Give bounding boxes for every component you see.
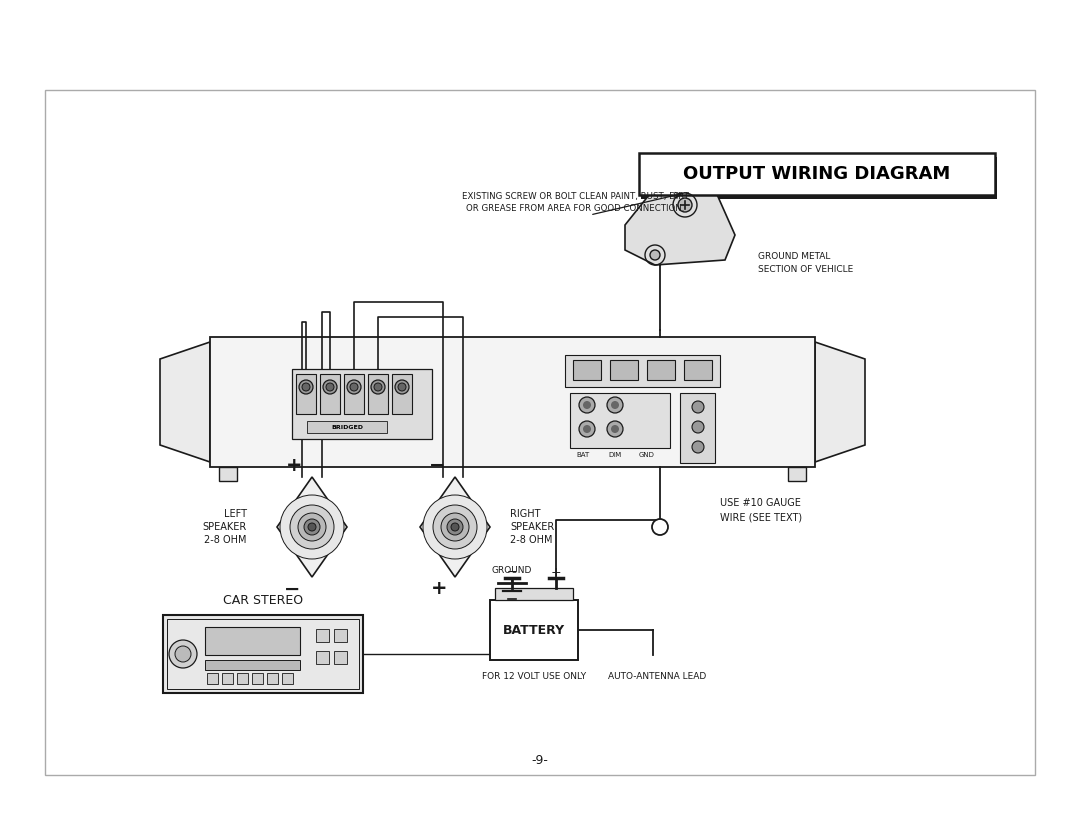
Bar (205, 627, 300, 655)
Circle shape (611, 425, 619, 433)
Text: FOR 12 VOLT USE ONLY: FOR 12 VOLT USE ONLY (482, 672, 586, 681)
Circle shape (451, 523, 459, 531)
Bar (219, 467, 237, 481)
Circle shape (326, 383, 334, 391)
Bar (207, 673, 218, 684)
Circle shape (308, 523, 316, 531)
Bar (334, 629, 347, 642)
Bar (307, 421, 387, 433)
Text: OUTPUT WIRING DIAGRAM: OUTPUT WIRING DIAGRAM (684, 165, 950, 183)
Circle shape (175, 646, 191, 662)
Circle shape (168, 640, 197, 668)
Circle shape (447, 519, 463, 535)
Text: AUTO-ANTENNA LEAD: AUTO-ANTENNA LEAD (608, 672, 706, 681)
Bar (490, 600, 578, 660)
Bar (282, 673, 293, 684)
Bar (316, 651, 329, 664)
Bar (788, 467, 806, 481)
Text: EXISTING SCREW OR BOLT CLEAN PAINT, RUST, DIRT
OR GREASE FROM AREA FOR GOOD CONN: EXISTING SCREW OR BOLT CLEAN PAINT, RUST… (461, 192, 688, 213)
Circle shape (579, 397, 595, 413)
Circle shape (302, 383, 310, 391)
Bar (680, 393, 715, 463)
Bar (647, 360, 675, 380)
Circle shape (650, 250, 660, 260)
Bar (368, 374, 388, 414)
Text: USE #10 GAUGE
WIRE (SEE TEXT): USE #10 GAUGE WIRE (SEE TEXT) (720, 498, 802, 522)
Bar (570, 393, 670, 448)
Bar (163, 615, 363, 693)
Circle shape (433, 505, 477, 549)
Circle shape (280, 495, 345, 559)
Text: −: − (284, 580, 300, 599)
Polygon shape (625, 175, 735, 265)
Bar (610, 360, 638, 380)
Bar (334, 651, 347, 664)
Polygon shape (160, 342, 210, 462)
Bar (237, 673, 248, 684)
Text: DIM: DIM (608, 452, 622, 458)
Circle shape (350, 383, 357, 391)
Bar (210, 337, 815, 467)
Text: +: + (286, 455, 302, 475)
Text: RIGHT
SPEAKER
2-8 OHM: RIGHT SPEAKER 2-8 OHM (510, 509, 554, 545)
Text: BATTERY: BATTERY (503, 624, 565, 636)
Bar (252, 673, 264, 684)
Bar (642, 157, 997, 199)
Circle shape (291, 505, 334, 549)
Text: GROUND METAL
SECTION OF VEHICLE: GROUND METAL SECTION OF VEHICLE (758, 252, 853, 274)
Circle shape (441, 513, 469, 541)
Bar (639, 153, 995, 195)
Bar (573, 360, 600, 380)
Text: BAT: BAT (577, 452, 590, 458)
Polygon shape (815, 342, 865, 462)
Circle shape (692, 421, 704, 433)
Circle shape (692, 441, 704, 453)
Text: -9-: -9- (531, 753, 549, 766)
Text: LEFT
SPEAKER
2-8 OHM: LEFT SPEAKER 2-8 OHM (203, 509, 247, 545)
Circle shape (347, 380, 361, 394)
Bar (565, 355, 720, 387)
Circle shape (299, 380, 313, 394)
Circle shape (298, 513, 326, 541)
Bar (205, 660, 300, 670)
Circle shape (692, 401, 704, 413)
Circle shape (652, 519, 669, 535)
Circle shape (374, 383, 382, 391)
Circle shape (423, 495, 487, 559)
Text: +: + (431, 580, 447, 599)
Text: +: + (551, 565, 562, 579)
Circle shape (372, 380, 384, 394)
Bar (392, 374, 411, 414)
Bar (296, 374, 316, 414)
Circle shape (678, 198, 692, 212)
Circle shape (611, 401, 619, 409)
Text: CAR STEREO: CAR STEREO (222, 594, 303, 607)
Polygon shape (276, 477, 347, 577)
Circle shape (583, 401, 591, 409)
Bar (167, 619, 359, 689)
Bar (345, 374, 364, 414)
Bar (320, 374, 340, 414)
Text: GROUND: GROUND (491, 566, 532, 575)
Bar (45, 90, 1035, 775)
Bar (222, 673, 233, 684)
Polygon shape (420, 477, 490, 577)
Bar (267, 673, 278, 684)
Circle shape (607, 421, 623, 437)
Circle shape (395, 380, 409, 394)
Text: BRIDGED: BRIDGED (330, 425, 363, 430)
Circle shape (399, 383, 406, 391)
Bar (316, 629, 329, 642)
Text: GND: GND (639, 452, 654, 458)
Text: −: − (429, 455, 445, 475)
Circle shape (303, 519, 320, 535)
Bar (292, 369, 432, 439)
Circle shape (583, 425, 591, 433)
Circle shape (579, 421, 595, 437)
Bar (684, 360, 712, 380)
Circle shape (323, 380, 337, 394)
Text: −: − (507, 565, 517, 579)
Circle shape (607, 397, 623, 413)
Bar (495, 588, 573, 600)
